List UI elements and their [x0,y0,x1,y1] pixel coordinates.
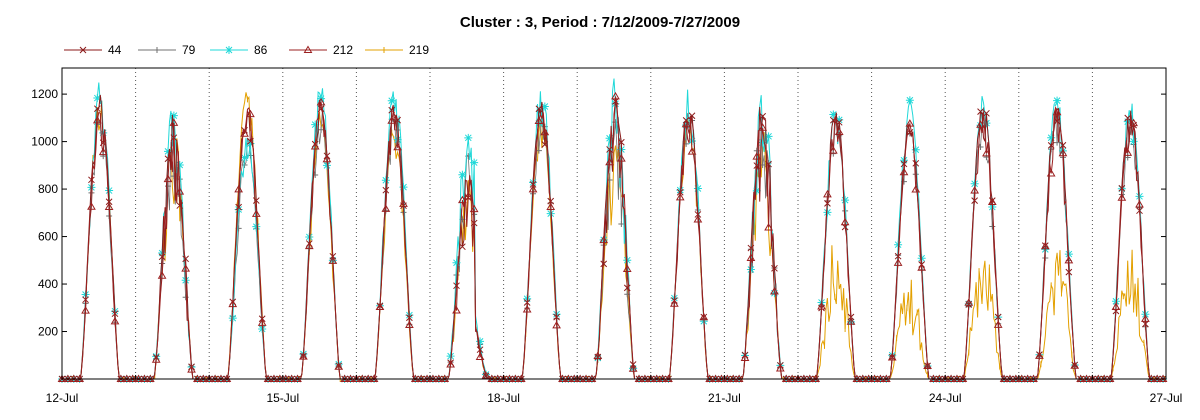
series-212 [57,91,1168,382]
x-tick-label: 15-Jul [266,391,299,405]
series-line [62,78,1166,380]
legend-item-44: 44 [64,43,122,57]
x-tick-label: 21-Jul [708,391,741,405]
legend-label: 79 [182,43,196,57]
x-tick-label: 12-Jul [46,391,79,405]
series-line [62,92,1166,380]
legend-item-212: 212 [289,43,353,57]
series-markers [57,91,1168,382]
series-layer [57,78,1168,383]
y-tick-label: 800 [38,182,58,196]
legend-item-86: 86 [210,43,268,57]
series-line [62,96,1166,380]
legend-label: 44 [108,43,122,57]
series-markers [58,94,1168,383]
plot-frame [61,67,1167,380]
series-86 [58,78,1168,383]
y-tick-label: 600 [38,230,58,244]
legend-marker [79,46,87,54]
legend-item-79: 79 [138,43,196,57]
legend-label: 212 [333,43,353,57]
legend: 44 79 86 212 219 [64,43,429,57]
legend-marker [303,45,313,53]
series-line [62,107,1166,380]
legend-label: 219 [409,43,429,57]
chart-title: Cluster : 3, Period : 7/12/2009-7/27/200… [460,14,740,31]
legend-marker [154,47,160,53]
y-tick-label: 400 [38,277,58,291]
y-tick-label: 1000 [31,135,58,149]
y-axis: 200 400 600 800 1000 1200 [31,87,1166,339]
x-axis: 12-Jul 15-Jul 18-Jul 21-Jul 24-Jul 27-Jul [46,375,1183,405]
y-tick-label: 1200 [31,87,58,101]
y-tick-label: 200 [38,325,58,339]
x-tick-label: 24-Jul [929,391,962,405]
legend-marker [225,46,233,54]
x-tick-label: 18-Jul [487,391,520,405]
x-tick-label: 27-Jul [1150,391,1183,405]
legend-label: 86 [254,43,268,57]
legend-item-219: 219 [365,43,429,57]
